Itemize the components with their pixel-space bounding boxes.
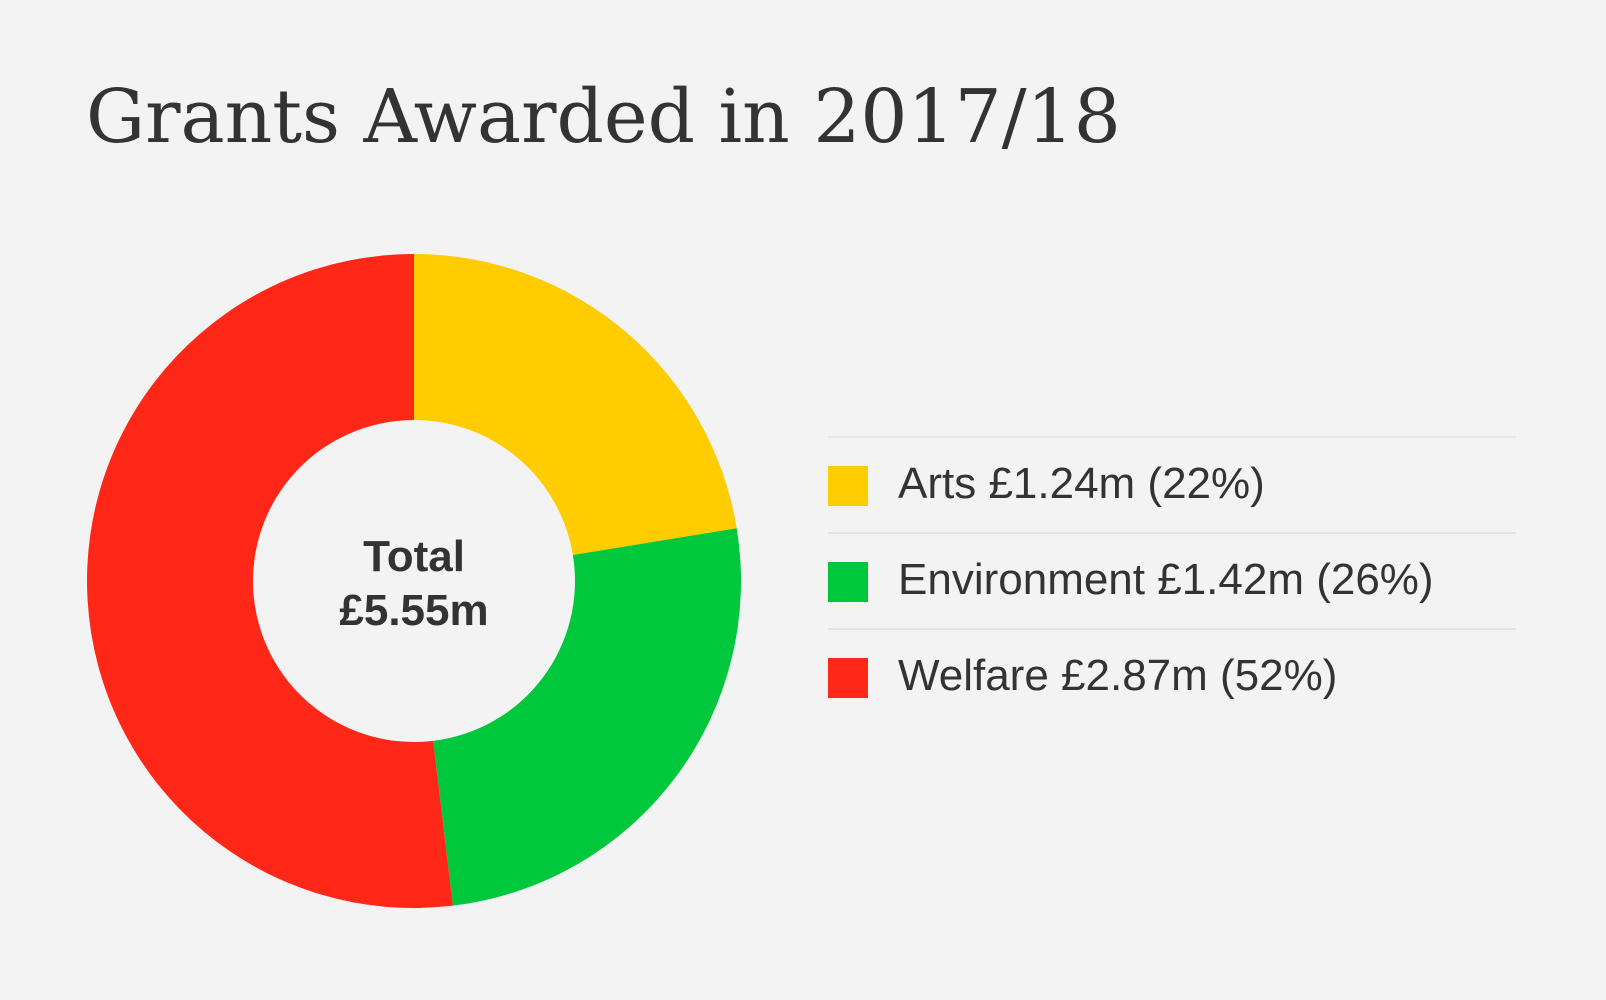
total-value: £5.55m xyxy=(339,586,489,635)
legend-label-welfare: Welfare £2.87m (52%) xyxy=(898,651,1338,700)
donut-slice-arts xyxy=(414,254,737,556)
legend-swatch-arts xyxy=(828,466,868,506)
legend-label-environment: Environment £1.42m (26%) xyxy=(898,555,1434,604)
total-label: Total £5.55m xyxy=(264,530,564,638)
legend-label-arts: Arts £1.24m (22%) xyxy=(898,459,1265,508)
chart-legend: Arts £1.24m (22%) Environment £1.42m (26… xyxy=(828,436,1516,724)
legend-swatch-welfare xyxy=(828,658,868,698)
legend-item-arts: Arts £1.24m (22%) xyxy=(828,436,1516,532)
legend-swatch-environment xyxy=(828,562,868,602)
legend-item-welfare: Welfare £2.87m (52%) xyxy=(828,628,1516,724)
donut-slice-welfare xyxy=(87,254,453,908)
donut-slice-environment xyxy=(433,528,742,906)
total-heading: Total xyxy=(363,532,465,581)
chart-title: Grants Awarded in 2017/18 xyxy=(86,74,1121,160)
legend-item-environment: Environment £1.42m (26%) xyxy=(828,532,1516,628)
